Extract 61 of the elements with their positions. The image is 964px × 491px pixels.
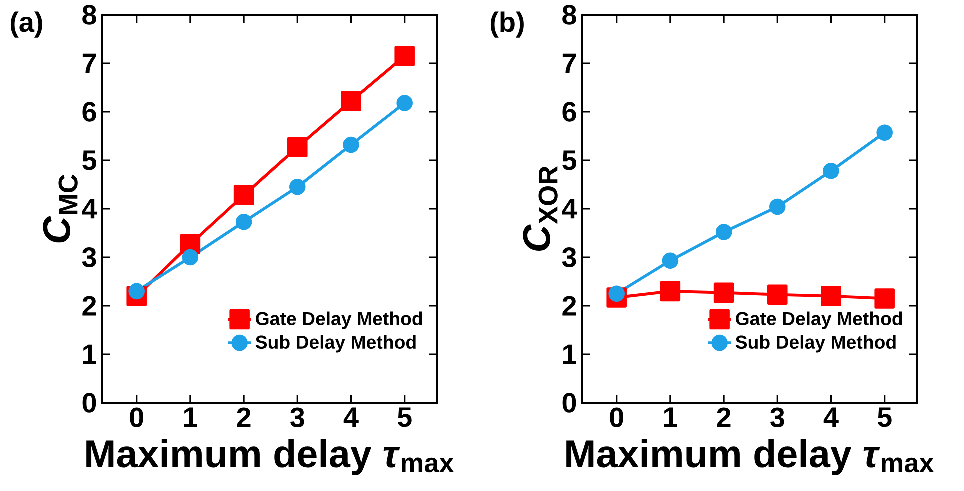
x-tick-label: 1 xyxy=(664,408,678,427)
chart-title: (a) xyxy=(10,12,42,38)
point xyxy=(823,163,840,180)
x-tick-label: 1 xyxy=(184,408,198,427)
point xyxy=(770,198,786,216)
y-tick-label: 5 xyxy=(82,150,97,170)
point xyxy=(608,286,625,302)
legend-label: Gate Delay Method xyxy=(736,312,902,330)
point xyxy=(716,224,732,240)
point xyxy=(396,95,413,112)
x-tick-label: 0 xyxy=(130,408,144,428)
legend-label: Sub Delay Method xyxy=(736,335,896,353)
y-tick-label: 4 xyxy=(82,199,98,219)
x-tick-label: 4 xyxy=(344,408,359,427)
chart-title: (b) xyxy=(490,12,524,38)
x-tick-label: 5 xyxy=(878,408,892,428)
y-tick-label: 0 xyxy=(82,393,96,413)
x-tick-label: 2 xyxy=(717,408,731,428)
x-tick-label: 0 xyxy=(610,408,624,428)
legend-label: Sub Delay Method xyxy=(256,335,416,353)
point xyxy=(874,288,895,309)
point xyxy=(290,179,306,196)
x-tick-label: 3 xyxy=(770,408,784,428)
x-tick-label: 5 xyxy=(398,408,412,428)
y-tick-label: 6 xyxy=(562,102,576,122)
x-tick-label: 4 xyxy=(824,408,839,427)
y-axis-title: C$_{MC}$ xyxy=(43,174,78,243)
y-tick-label: 4 xyxy=(562,199,578,219)
point xyxy=(660,281,681,302)
y-tick-label: 0 xyxy=(562,393,576,413)
y-tick-label: 2 xyxy=(562,296,576,316)
x-tick-label: 2 xyxy=(237,408,251,428)
point xyxy=(288,137,308,158)
y-tick-label: 5 xyxy=(562,150,577,170)
y-axis-title: C$_{XOR}$ xyxy=(523,166,558,251)
point xyxy=(182,249,199,266)
point xyxy=(662,252,679,270)
y-tick-label: 3 xyxy=(562,248,576,268)
point xyxy=(343,136,360,154)
point xyxy=(394,46,415,66)
y-tick-label: 7 xyxy=(562,54,576,74)
x-axis-title: Maximum delay τ$_{max}$ xyxy=(86,439,454,476)
y-tick-label: 2 xyxy=(82,296,96,316)
y-tick-label: 3 xyxy=(82,248,96,268)
legend-label: Gate Delay Method xyxy=(256,312,422,330)
x-axis-title: Maximum delay τ$_{max}$ xyxy=(566,439,934,476)
point xyxy=(768,284,788,305)
x-tick-label: 3 xyxy=(290,408,304,428)
point xyxy=(236,214,252,230)
y-tick-label: 6 xyxy=(82,102,96,122)
point xyxy=(234,185,254,206)
point xyxy=(714,282,734,304)
y-tick-label: 7 xyxy=(82,54,96,74)
y-tick-label: 8 xyxy=(562,5,576,25)
point xyxy=(821,286,842,306)
point xyxy=(341,91,362,112)
y-tick-label: 8 xyxy=(82,5,96,25)
point xyxy=(876,124,893,141)
y-tick-label: 1 xyxy=(563,344,577,364)
y-tick-label: 1 xyxy=(83,344,97,364)
point xyxy=(128,283,145,300)
